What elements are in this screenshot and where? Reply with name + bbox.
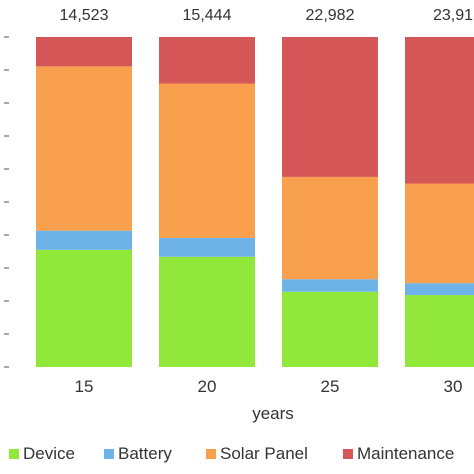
y-axis bbox=[4, 36, 9, 368]
bar-segment-battery bbox=[36, 230, 132, 250]
legend-label: Device bbox=[23, 444, 75, 463]
x-tick-label: 30 bbox=[444, 377, 463, 396]
x-tick-label: 25 bbox=[321, 377, 340, 396]
bar-segment-solar-panel bbox=[282, 176, 378, 280]
legend: Device Battery Solar Panel Maintenance bbox=[9, 444, 454, 463]
legend-label: Maintenance bbox=[357, 444, 454, 463]
x-axis-title: years bbox=[252, 404, 294, 423]
legend-label: Solar Panel bbox=[220, 444, 308, 463]
x-axis: 15 20 25 30 bbox=[75, 377, 463, 396]
bar-segment-device bbox=[282, 291, 378, 367]
legend-item: Battery bbox=[104, 444, 172, 463]
bar-segment-device bbox=[405, 295, 474, 367]
bar-segment-maintenance bbox=[282, 37, 378, 177]
bar-segment-solar-panel bbox=[405, 183, 474, 284]
bar-segment-maintenance bbox=[405, 37, 474, 184]
legend-swatch bbox=[104, 449, 114, 459]
total-labels: 14,523 15,444 22,982 23,91 bbox=[60, 7, 474, 24]
x-tick-label: 15 bbox=[75, 377, 94, 396]
bar-segment-solar-panel bbox=[36, 66, 132, 231]
total-label: 22,982 bbox=[306, 7, 355, 24]
bar-segment-device bbox=[36, 249, 132, 367]
x-tick-label: 20 bbox=[198, 377, 217, 396]
legend-item: Device bbox=[9, 444, 75, 463]
bar-segment-maintenance bbox=[36, 37, 132, 67]
legend-label: Battery bbox=[118, 444, 172, 463]
legend-swatch bbox=[206, 449, 216, 459]
bars bbox=[36, 37, 474, 367]
total-label: 14,523 bbox=[60, 7, 109, 24]
legend-item: Solar Panel bbox=[206, 444, 308, 463]
bar-segment-maintenance bbox=[159, 37, 255, 84]
legend-swatch bbox=[9, 449, 19, 459]
bar-segment-device bbox=[159, 256, 255, 367]
bar-segment-battery bbox=[405, 283, 474, 296]
bar-segment-battery bbox=[159, 237, 255, 257]
total-label: 15,444 bbox=[183, 7, 232, 24]
total-label: 23,91 bbox=[433, 7, 473, 24]
bar-segment-battery bbox=[282, 279, 378, 292]
legend-swatch bbox=[343, 449, 353, 459]
legend-item: Maintenance bbox=[343, 444, 454, 463]
bar-segment-solar-panel bbox=[159, 83, 255, 238]
